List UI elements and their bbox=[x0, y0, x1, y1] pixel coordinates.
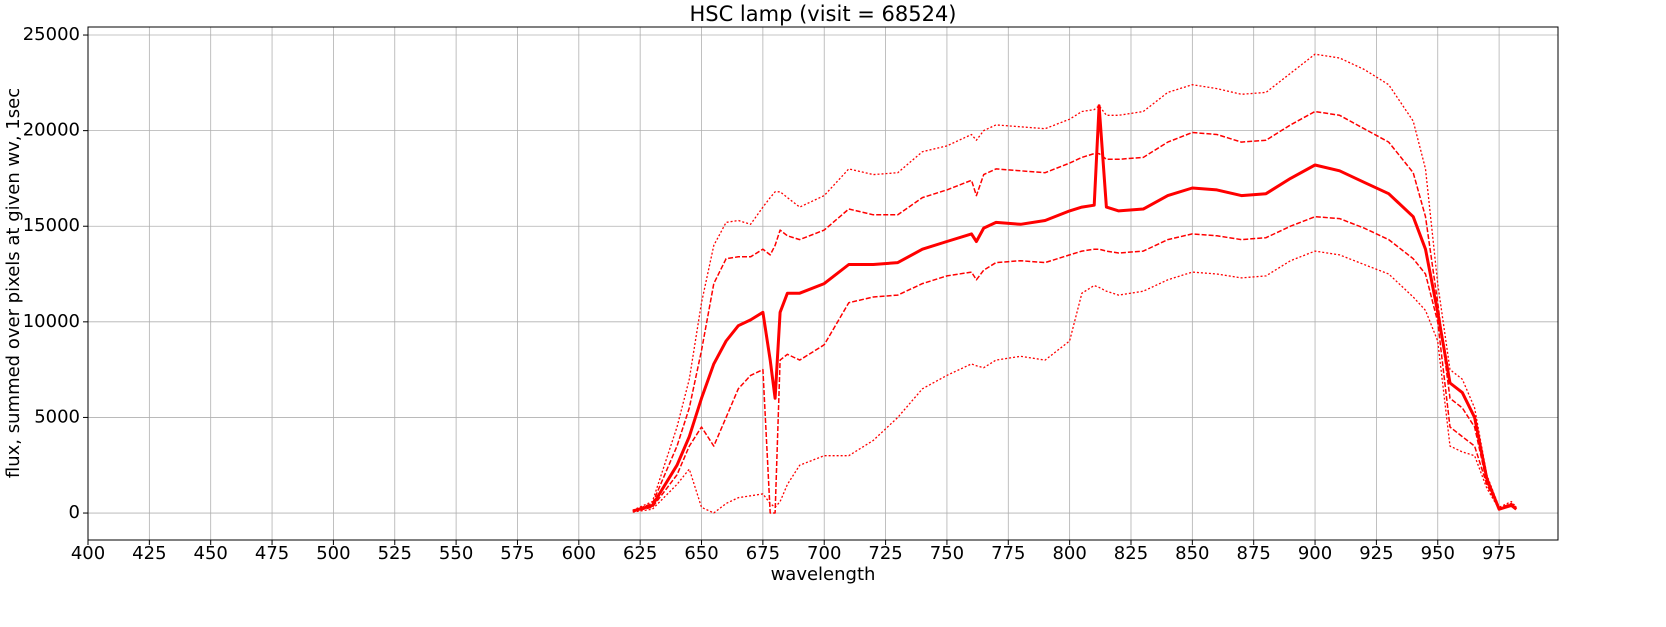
x-tick-label: 900 bbox=[1298, 543, 1332, 564]
series-line bbox=[632, 250, 1517, 514]
series-line bbox=[632, 53, 1517, 511]
y-tick-label: 10000 bbox=[23, 311, 80, 332]
x-tick-label: 400 bbox=[71, 543, 105, 564]
plot-frame bbox=[87, 26, 1559, 541]
x-tick-label: 975 bbox=[1482, 543, 1516, 564]
x-tick-label: 850 bbox=[1175, 543, 1209, 564]
x-tick-label: 775 bbox=[991, 543, 1025, 564]
x-tick-label: 625 bbox=[623, 543, 657, 564]
x-tick-label: 425 bbox=[132, 543, 166, 564]
x-tick-label: 725 bbox=[868, 543, 902, 564]
x-tick-label: 800 bbox=[1052, 543, 1086, 564]
x-tick-label: 700 bbox=[807, 543, 841, 564]
x-tick-label: 600 bbox=[562, 543, 596, 564]
x-tick-label: 925 bbox=[1359, 543, 1393, 564]
y-axis-label: flux, summed over pixels at given wv, 1s… bbox=[3, 88, 24, 478]
chart-title: HSC lamp (visit = 68524) bbox=[689, 2, 956, 26]
x-tick-label: 450 bbox=[194, 543, 228, 564]
x-tick-label: 750 bbox=[930, 543, 964, 564]
x-tick-label: 550 bbox=[439, 543, 473, 564]
x-tick-label: 500 bbox=[316, 543, 350, 564]
x-axis-label: wavelength bbox=[771, 564, 876, 585]
x-tick-label: 475 bbox=[255, 543, 289, 564]
x-tick-label: 675 bbox=[746, 543, 780, 564]
x-tick-label: 875 bbox=[1237, 543, 1271, 564]
x-tick-label: 575 bbox=[500, 543, 534, 564]
series-line bbox=[632, 104, 1518, 513]
y-tick-label: 0 bbox=[69, 502, 80, 523]
y-tick-label: 5000 bbox=[34, 406, 80, 427]
x-tick-label: 525 bbox=[378, 543, 412, 564]
y-tick-label: 25000 bbox=[23, 24, 80, 45]
x-tick-label: 950 bbox=[1421, 543, 1455, 564]
y-tick-label: 15000 bbox=[23, 215, 80, 236]
y-tick-label: 20000 bbox=[23, 120, 80, 141]
x-tick-label: 650 bbox=[684, 543, 718, 564]
series-line bbox=[632, 110, 1517, 512]
series-line bbox=[632, 215, 1517, 514]
x-tick-label: 825 bbox=[1114, 543, 1148, 564]
